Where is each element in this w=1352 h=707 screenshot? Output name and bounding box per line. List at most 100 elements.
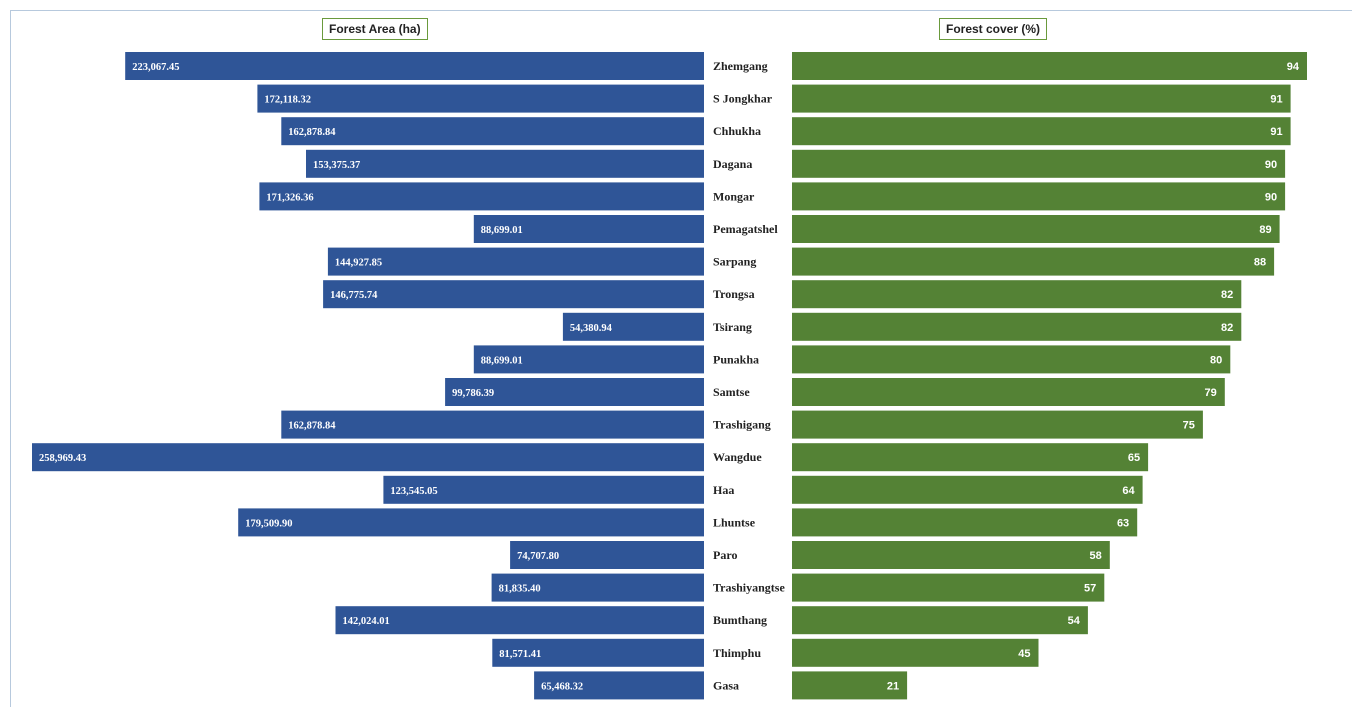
forest-cover-bar: [792, 215, 1280, 243]
forest-area-title: Forest Area (ha): [322, 18, 428, 40]
dzongkhag-category-label: Pemagatshel: [713, 222, 778, 236]
forest-area-value-label: 54,380.94: [570, 323, 613, 334]
forest-cover-bar: [792, 671, 908, 700]
dzongkhag-category-label: Zhemgang: [713, 59, 768, 73]
forest-cover-value-label: 54: [1068, 615, 1081, 627]
dzongkhag-category-label: Punakha: [713, 352, 759, 366]
forest-area-value-label: 153,375.37: [313, 160, 360, 171]
forest-area-value-label: 223,067.45: [132, 62, 179, 73]
forest-cover-bar: [792, 117, 1291, 146]
forest-area-bar: [534, 671, 704, 700]
forest-cover-bar: [792, 541, 1110, 569]
forest-cover-title: Forest cover (%): [939, 18, 1048, 40]
forest-area-value-label: 88,699.01: [481, 355, 523, 366]
dzongkhag-category-label: Bumthang: [713, 613, 767, 627]
dzongkhag-category-label: Thimphu: [713, 646, 761, 660]
forest-cover-value-label: 63: [1117, 517, 1129, 529]
forest-cover-value-label: 91: [1270, 126, 1282, 138]
forest-area-value-label: 88,699.01: [481, 225, 523, 236]
forest-area-bar: [383, 475, 704, 504]
forest-area-bar: [492, 638, 704, 667]
forest-cover-bar: [792, 573, 1105, 602]
forest-cover-bar: [792, 475, 1143, 504]
forest-cover-bar: [792, 638, 1039, 667]
forest-cover-bar: [792, 508, 1138, 537]
forest-area-value-label: 146,775.74: [330, 290, 378, 301]
dzongkhag-category-label: Tsirang: [713, 320, 752, 334]
forest-area-value-label: 99,786.39: [452, 388, 494, 399]
forest-cover-value-label: 94: [1287, 61, 1300, 73]
forest-cover-bar: [792, 52, 1307, 80]
dzongkhag-category-label: Chhukha: [713, 124, 761, 138]
forest-cover-bar: [792, 606, 1088, 635]
dzongkhag-category-label: Lhuntse: [713, 515, 756, 529]
forest-area-bar: [335, 606, 704, 635]
forest-cover-bar: [792, 345, 1231, 374]
forest-cover-value-label: 45: [1018, 648, 1030, 660]
dzongkhag-category-label: Sarpang: [713, 255, 756, 269]
forest-area-value-label: 81,571.41: [499, 649, 541, 660]
forest-cover-value-label: 90: [1265, 159, 1277, 171]
forest-area-bar: [238, 508, 704, 537]
dzongkhag-category-label: Haa: [713, 483, 734, 497]
forest-cover-value-label: 65: [1128, 452, 1140, 464]
forest-area-value-label: 65,468.32: [541, 681, 583, 692]
forest-area-bar: [306, 149, 704, 178]
forest-area-value-label: 74,707.80: [517, 551, 559, 562]
forest-cover-bar: [792, 312, 1242, 341]
chart-frame-left: [10, 10, 11, 707]
forest-cover-value-label: 88: [1254, 257, 1266, 269]
forest-area-value-label: 162,878.84: [288, 127, 336, 138]
forest-area-value-label: 81,835.40: [499, 584, 541, 595]
forest-cover-value-label: 91: [1270, 94, 1282, 106]
forest-cover-value-label: 57: [1084, 583, 1096, 595]
forest-area-bar: [281, 410, 704, 439]
forest-cover-bar: [792, 410, 1203, 439]
forest-cover-value-label: 90: [1265, 191, 1277, 203]
forest-area-value-label: 258,969.43: [39, 453, 86, 464]
forest-cover-value-label: 58: [1090, 550, 1102, 562]
dzongkhag-category-label: Mongar: [713, 189, 755, 203]
forest-area-value-label: 171,326.36: [266, 192, 313, 203]
forest-area-bar: [125, 52, 704, 80]
dzongkhag-category-label: Trashiyangtse: [713, 581, 785, 595]
dzongkhag-category-label: Samtse: [713, 385, 750, 399]
forest-area-value-label: 142,024.01: [343, 616, 390, 627]
dzongkhag-category-label: Trashigang: [713, 418, 771, 432]
forest-area-bar: [323, 280, 704, 309]
dzongkhag-category-label: Trongsa: [713, 287, 755, 301]
forest-area-value-label: 144,927.85: [335, 258, 382, 269]
forest-cover-value-label: 75: [1183, 420, 1195, 432]
forest-area-bar: [257, 84, 704, 113]
forest-cover-bar: [792, 247, 1275, 276]
dzongkhag-category-label: Paro: [713, 548, 737, 562]
forest-cover-value-label: 21: [887, 680, 899, 692]
forest-cover-value-label: 79: [1205, 387, 1217, 399]
forest-cover-value-label: 89: [1259, 224, 1271, 236]
dzongkhag-category-label: Dagana: [713, 157, 752, 171]
forest-area-bar: [562, 312, 704, 341]
forest-area-value-label: 162,878.84: [288, 421, 336, 432]
forest-area-bar: [491, 573, 704, 602]
dzongkhag-category-label: Gasa: [713, 678, 739, 692]
forest-area-value-label: 172,118.32: [264, 95, 311, 106]
forest-cover-bar: [792, 443, 1149, 472]
forest-cover-value-label: 82: [1221, 289, 1233, 301]
forest-cover-bar: [792, 378, 1225, 406]
forest-area-bar: [510, 541, 704, 569]
forest-area-value-label: 123,545.05: [390, 486, 437, 497]
forest-cover-value-label: 64: [1122, 485, 1135, 497]
forest-area-bar: [32, 443, 704, 472]
forest-area-bar: [473, 345, 704, 374]
forest-cover-bar: [792, 182, 1286, 211]
forest-cover-value-label: 80: [1210, 354, 1222, 366]
forest-cover-bar: [792, 149, 1286, 178]
forest-cover-value-label: 82: [1221, 322, 1233, 334]
chart-frame-top: [10, 10, 1352, 11]
forest-area-bar: [259, 182, 704, 211]
forest-cover-bar: [792, 280, 1242, 309]
forest-area-value-label: 179,509.90: [245, 518, 292, 529]
forest-area-bar: [473, 215, 704, 243]
